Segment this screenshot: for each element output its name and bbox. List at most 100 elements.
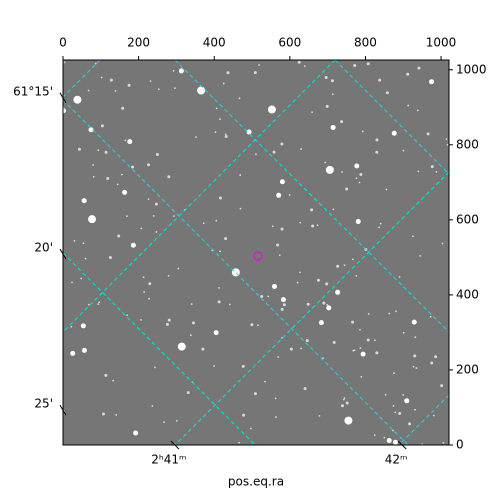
grid-line xyxy=(334,60,449,175)
star xyxy=(366,62,370,66)
star xyxy=(88,215,97,224)
grid-line xyxy=(398,394,449,445)
star xyxy=(388,312,391,315)
star xyxy=(358,181,361,184)
star xyxy=(271,283,277,289)
star xyxy=(426,132,430,136)
star xyxy=(120,173,123,176)
y-tick-label: 0 xyxy=(456,438,464,452)
star xyxy=(325,165,334,174)
star xyxy=(341,171,343,173)
star xyxy=(318,320,324,326)
grid-line xyxy=(63,60,101,98)
star xyxy=(130,242,136,248)
star xyxy=(330,124,336,130)
star xyxy=(173,215,175,217)
star xyxy=(267,295,270,298)
stars xyxy=(63,60,449,445)
star xyxy=(326,305,332,311)
star xyxy=(279,179,285,185)
star xyxy=(253,71,257,75)
star xyxy=(186,391,190,395)
star xyxy=(306,302,310,306)
star xyxy=(178,68,184,74)
star xyxy=(71,281,73,284)
star xyxy=(155,231,158,233)
lat-tick xyxy=(59,248,67,260)
star xyxy=(92,175,95,178)
star xyxy=(335,289,341,295)
star xyxy=(359,172,363,176)
star xyxy=(361,130,364,133)
star xyxy=(81,198,87,204)
star xyxy=(239,174,242,176)
star xyxy=(417,170,420,173)
star xyxy=(131,165,135,169)
star xyxy=(147,198,150,201)
star xyxy=(384,393,387,396)
star xyxy=(104,373,108,377)
star xyxy=(133,430,139,436)
star xyxy=(127,83,131,87)
star xyxy=(246,129,252,135)
lat-tick-label: 20' xyxy=(34,241,53,255)
star xyxy=(213,365,215,367)
star xyxy=(98,301,100,304)
star xyxy=(440,384,444,388)
grid-line xyxy=(63,60,336,333)
star xyxy=(280,142,284,146)
star xyxy=(121,106,125,110)
marker xyxy=(253,251,263,261)
star xyxy=(114,90,117,92)
star xyxy=(165,322,169,326)
star xyxy=(238,97,241,100)
star xyxy=(92,164,95,166)
star xyxy=(393,372,395,375)
lat-tick xyxy=(59,404,67,416)
star xyxy=(222,82,225,85)
star xyxy=(297,60,301,64)
star xyxy=(177,267,180,270)
star xyxy=(97,149,100,152)
star xyxy=(430,165,434,169)
star xyxy=(272,150,276,154)
star xyxy=(375,351,379,355)
star xyxy=(343,397,346,399)
star xyxy=(219,250,222,253)
star xyxy=(325,282,329,286)
star xyxy=(395,310,397,313)
star xyxy=(375,150,379,154)
lon-tick-label: 2ʰ41ᵐ xyxy=(151,453,186,467)
star xyxy=(391,130,397,136)
star xyxy=(442,441,445,444)
star xyxy=(163,421,166,424)
star xyxy=(446,143,449,146)
star xyxy=(276,243,280,247)
star xyxy=(224,133,227,136)
star xyxy=(242,413,246,417)
star xyxy=(343,264,346,266)
star xyxy=(398,276,401,278)
star xyxy=(271,225,274,228)
star xyxy=(345,401,349,405)
star xyxy=(104,150,108,154)
star xyxy=(383,436,386,439)
star xyxy=(140,318,142,321)
grid-line xyxy=(63,252,256,445)
star xyxy=(394,411,397,414)
star xyxy=(330,79,334,83)
star xyxy=(80,277,83,280)
star xyxy=(414,336,417,339)
x-tick-label: 800 xyxy=(354,36,377,50)
star xyxy=(250,323,254,327)
star xyxy=(217,300,221,304)
star xyxy=(214,131,217,134)
star xyxy=(305,339,309,343)
star xyxy=(289,347,293,351)
star xyxy=(77,147,81,151)
star xyxy=(202,222,205,225)
star xyxy=(197,86,206,95)
star xyxy=(280,227,284,231)
star xyxy=(316,278,320,282)
star xyxy=(318,414,321,417)
